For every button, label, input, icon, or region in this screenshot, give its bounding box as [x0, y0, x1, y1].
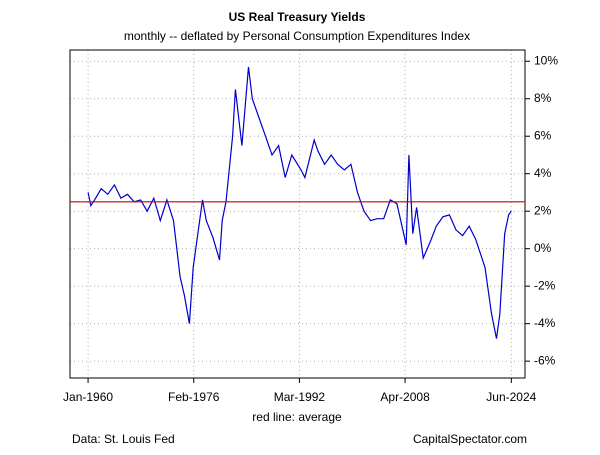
y-tick-label: 0%	[534, 241, 552, 255]
y-tick-label: -6%	[534, 353, 556, 367]
source: Data: St. Louis Fed	[72, 432, 175, 446]
credit: CapitalSpectator.com	[413, 432, 527, 446]
y-tick-label: 8%	[534, 91, 552, 105]
plot-frame	[69, 49, 526, 379]
y-tick-label: 4%	[534, 166, 552, 180]
chart-title: US Real Treasury Yields	[229, 10, 366, 24]
y-tick-label: -2%	[534, 278, 556, 292]
x-tick-label: Feb-1976	[168, 390, 220, 404]
x-tick-label: Jan-1960	[63, 390, 113, 404]
y-tick-label: 10%	[534, 53, 558, 67]
x-tick-label: Mar-1992	[274, 390, 326, 404]
x-axis-label: red line: average	[252, 410, 342, 424]
x-tick-label: Jun-2024	[486, 390, 536, 404]
x-tick-label: Apr-2008	[380, 390, 430, 404]
y-tick-label: 2%	[534, 203, 552, 217]
y-tick-label: -4%	[534, 316, 556, 330]
y-tick-label: 6%	[534, 128, 552, 142]
chart-subtitle: monthly -- deflated by Personal Consumpt…	[124, 29, 470, 43]
data-line	[87, 66, 512, 339]
